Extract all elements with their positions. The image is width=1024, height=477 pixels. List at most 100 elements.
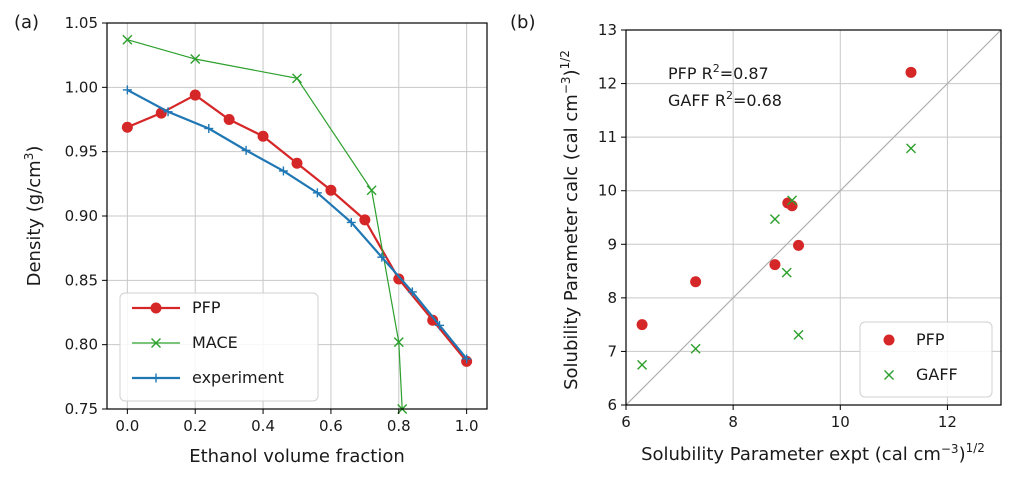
- solubility-ytick-label: 13: [598, 21, 617, 39]
- solubility-ytick-label: 10: [598, 182, 617, 200]
- data-point-pfp: [121, 121, 133, 133]
- data-point-experiment: [407, 287, 417, 297]
- solubility-legend-markers: [883, 334, 895, 380]
- density-y-axis-label-sup: 3: [22, 153, 36, 161]
- density-ytick-label: 0.75: [65, 400, 98, 418]
- data-point-experiment: [312, 188, 322, 198]
- density-ytick-label: 1.05: [65, 14, 98, 32]
- solubility-xtick-label: 10: [831, 413, 850, 431]
- data-point-gaff: [637, 359, 648, 370]
- legend-label-mace: MACE: [192, 333, 238, 352]
- density-xtick-label: 0.8: [387, 417, 411, 435]
- panel-b-label: (b): [510, 12, 535, 33]
- solubility-x-axis-label-sup2: 1/2: [966, 441, 985, 455]
- annotation-gaff-sup: 2: [726, 89, 733, 102]
- density-ytick-label: 0.80: [65, 336, 98, 354]
- solubility-x-axis-label: Solubility Parameter expt (cal cm−3)1/2: [641, 441, 985, 465]
- data-point-mace: [393, 337, 404, 348]
- annotation-pfp-value: =0.87: [720, 64, 769, 83]
- data-point-experiment: [346, 217, 356, 227]
- density-ticks: 0.0 0.2 0.4 0.6 0.8 1.0 0.75 0.80 0.85 0.90 0.95 1.…: [65, 14, 479, 435]
- data-point-gaff: [787, 195, 798, 206]
- solubility-xtick-label: 8: [728, 413, 738, 431]
- density-series: [121, 34, 473, 414]
- data-point-experiment: [377, 252, 387, 262]
- solubility-x-axis-label-main: Solubility Parameter expt (cal cm: [641, 444, 941, 465]
- density-chart: (a) 0.0 0.2 0.4 0.6 0.8 1.00.750.800.850.900.…: [14, 12, 488, 467]
- data-point-gaff: [690, 343, 701, 354]
- data-point-pfp: [636, 319, 648, 331]
- legend-label-pfp: PFP: [192, 298, 221, 317]
- data-point-pfp: [793, 239, 804, 251]
- data-point-gaff: [781, 267, 792, 278]
- annotation-gaff-label: GAFF R: [668, 91, 726, 110]
- legend-marker-mace: [151, 338, 161, 348]
- annotation-pfp-sup: 2: [713, 62, 720, 75]
- density-ytick-label: 0.90: [65, 207, 98, 225]
- legend-marker-gaff: [884, 370, 894, 380]
- data-point-pfp: [905, 66, 917, 78]
- solubility-grid: [625, 29, 1001, 406]
- solubility-series: [625, 29, 1002, 406]
- density-y-axis-label: Density (g/cm3): [22, 146, 45, 287]
- data-point-experiment: [241, 145, 251, 155]
- data-point-pfp: [291, 157, 303, 169]
- solubility-x-axis-label-end: ): [959, 444, 966, 465]
- data-point-pfp: [786, 200, 798, 212]
- data-point-pfp: [189, 89, 201, 101]
- solubility-ytick-label: 12: [598, 75, 617, 93]
- data-point-pfp: [325, 184, 337, 196]
- solubility-plot-frame: [625, 29, 1002, 406]
- data-point-experiment: [278, 166, 288, 176]
- density-legend-box: [119, 292, 319, 402]
- density-xtick-label: 0.0: [115, 417, 139, 435]
- density-xtick-label: 1.0: [455, 417, 479, 435]
- solubility-ytick-label: 7: [607, 342, 617, 360]
- solubility-ytick-label: 6: [607, 396, 617, 414]
- data-point-pfp: [393, 273, 405, 285]
- annotation-pfp-label: PFP R: [668, 64, 713, 83]
- density-xtick-label: 0.4: [251, 417, 275, 435]
- data-point-experiment: [204, 124, 214, 134]
- data-point-pfp: [690, 276, 702, 288]
- data-point-experiment: [122, 85, 132, 95]
- data-point-gaff: [769, 214, 780, 225]
- legend-label-gaff: GAFF: [916, 365, 958, 384]
- legend-marker-experiment: [151, 373, 161, 383]
- solubility-legend: PFP GAFF: [859, 321, 993, 398]
- density-ytick-label: 1.00: [65, 78, 98, 96]
- solubility-ytick-label: 8: [607, 289, 617, 307]
- solubility-y-axis-label-end: ): [561, 69, 582, 76]
- data-point-experiment: [163, 107, 173, 117]
- density-x-axis-label: Ethanol volume fraction: [189, 446, 405, 467]
- solubility-y-axis-label-sup2: 1/2: [558, 50, 572, 69]
- diagonal-line: [625, 29, 1002, 406]
- solubility-ytick-label: 11: [598, 128, 617, 146]
- solubility-chart: (b) 6 8 10 12 6 7 8 9 10 11 12 13 Solubility Parame…: [510, 12, 1002, 465]
- legend-label-experiment: experiment: [192, 368, 284, 387]
- density-xtick-label: 0.2: [183, 417, 207, 435]
- data-point-mace: [190, 54, 201, 65]
- density-legend-markers: [132, 302, 180, 383]
- density-y-axis-label-main: Density (g/cm: [24, 160, 45, 286]
- annotation-gaff-r2: GAFF R2=0.68: [668, 89, 782, 110]
- series-line-mace: [127, 39, 403, 410]
- solubility-ytick-label: 9: [607, 235, 617, 253]
- panel-a-label: (a): [14, 12, 39, 33]
- data-point-pfp: [427, 314, 439, 326]
- solubility-y-axis-label-sup: −3: [559, 76, 573, 94]
- data-point-mace: [122, 34, 133, 45]
- solubility-xtick-label: 6: [621, 413, 631, 431]
- data-point-pfp: [769, 259, 781, 271]
- solubility-ticks: 6 8 10 12 6 7 8 9 10 11 12 13: [598, 21, 957, 431]
- solubility-x-axis-label-sup: −3: [941, 442, 959, 456]
- legend-label-pfp-b: PFP: [916, 330, 945, 349]
- data-point-pfp: [257, 130, 269, 142]
- data-point-gaff: [793, 329, 804, 340]
- data-point-experiment: [462, 354, 472, 364]
- density-ytick-label: 0.85: [65, 271, 98, 289]
- data-point-pfp: [359, 214, 371, 226]
- solubility-y-axis-label-main: Solubility Parameter calc (cal cm: [561, 94, 582, 390]
- legend-marker-pfp: [150, 302, 162, 314]
